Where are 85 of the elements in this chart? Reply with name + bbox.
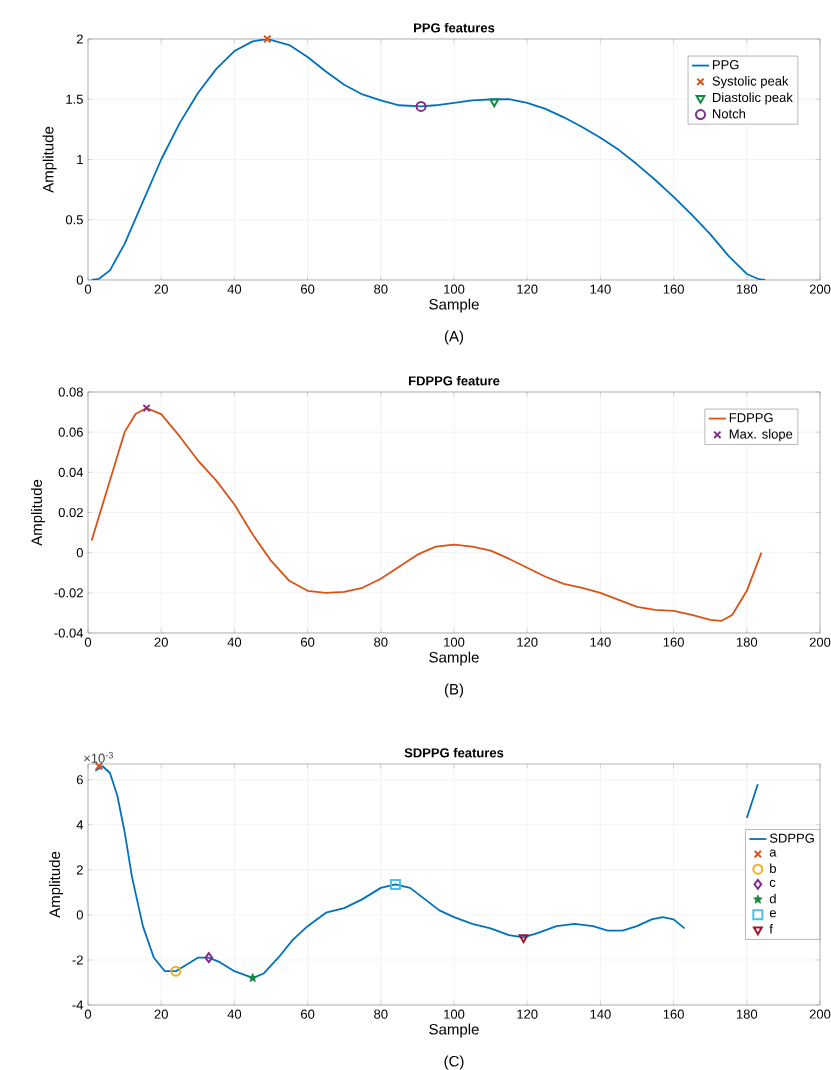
y-tick-label: 0: [76, 275, 83, 285]
x-tick-label: 40: [227, 637, 242, 647]
x-tick-label: 0: [84, 637, 92, 647]
point: [489, 98, 500, 108]
x-tick-label: 120: [517, 637, 538, 647]
x-axis-title: Sample: [429, 1023, 479, 1038]
x-axis-title: Sample: [429, 651, 479, 666]
chart-title: PPG features: [414, 22, 495, 33]
y-tick-label: 0.08: [58, 387, 83, 397]
x-tick-label: 160: [663, 1009, 684, 1019]
y-axis-title: Amplitude: [49, 851, 64, 918]
x-tick-label: 80: [374, 1009, 388, 1019]
y-tick-label: 2: [76, 34, 83, 44]
y-tick-label: -0.04: [54, 628, 84, 638]
legend-label: Systolic peak: [712, 76, 789, 89]
x-tick-label: 20: [154, 637, 168, 647]
x-tick-label: 120: [517, 1009, 538, 1019]
legend-label: e: [769, 910, 776, 918]
x-tick-label: 120: [517, 284, 538, 294]
chart-title: SDPPG features: [404, 747, 504, 758]
y-tick-label: 0: [76, 548, 83, 558]
y-tick-label: 1.5: [66, 94, 83, 104]
point: [248, 973, 258, 983]
x-tick-label: 60: [301, 284, 315, 294]
x-tick-label: 180: [736, 284, 758, 294]
x-tick-label: 200: [809, 637, 831, 647]
chart-title: FDPPG feature: [408, 375, 500, 386]
x-tick-label: 40: [227, 1009, 242, 1019]
x-tick-label: 160: [663, 284, 684, 294]
x-tick-label: 0: [84, 284, 92, 294]
legend-label: b: [770, 863, 776, 874]
x-tick-label: 200: [809, 1009, 831, 1019]
x-tick-label: 80: [374, 284, 388, 294]
text: (B): [444, 683, 464, 698]
legend-label: Notch: [712, 108, 746, 119]
legend-label: d: [769, 893, 776, 904]
y-tick-label: -0.02: [54, 588, 83, 598]
y-tick-label: 0: [76, 910, 83, 920]
legend-label: PPG: [712, 60, 739, 70]
x-tick-label: 20: [154, 284, 168, 294]
x-tick-label: 100: [444, 637, 465, 647]
x-tick-label: 40: [227, 284, 242, 294]
y-tick-label: 6: [76, 775, 83, 785]
point: [204, 952, 214, 964]
point: [518, 934, 529, 943]
y-axis-title: Amplitude: [42, 126, 57, 193]
y-tick-label: 1: [77, 155, 83, 164]
legend-label: f: [769, 924, 773, 934]
point: [415, 100, 427, 112]
x-tick-label: 180: [736, 637, 758, 647]
point: [170, 965, 182, 977]
x-tick-label: 140: [590, 284, 611, 294]
text: ×10$^{-3}$: [84, 751, 113, 763]
y-tick-label: 0.04: [58, 467, 84, 477]
point: [389, 878, 401, 890]
text: (C): [444, 1055, 464, 1070]
y-tick-label: 0.06: [58, 427, 83, 437]
x-tick-label: 0: [84, 1009, 92, 1019]
text: (A): [444, 330, 464, 345]
y-tick-label: 0.5: [65, 215, 83, 225]
x-tick-label: 140: [590, 637, 611, 647]
legend-label: c: [769, 879, 776, 887]
x-tick-label: 180: [736, 1009, 758, 1019]
legend-label: Diastolic peak: [712, 92, 793, 105]
x-tick-label: 140: [590, 1009, 611, 1019]
y-tick-label: -4: [72, 1000, 84, 1010]
y-axis-title: Amplitude: [30, 479, 45, 546]
x-tick-label: 60: [301, 637, 315, 647]
x-tick-label: 160: [663, 637, 684, 647]
x-tick-label: 100: [444, 1009, 465, 1019]
x-tick-label: 200: [809, 284, 831, 294]
legend-label: a: [769, 849, 777, 857]
legend-label: FDPPG: [729, 413, 773, 423]
y-tick-label: 4: [76, 820, 84, 830]
x-tick-label: 20: [154, 1009, 168, 1019]
x-tick-label: 80: [374, 637, 388, 647]
legend-label: SDPPG: [769, 833, 814, 843]
x-tick-label: 60: [301, 1009, 315, 1019]
y-tick-label: -2: [72, 955, 83, 965]
x-tick-label: 100: [444, 284, 465, 294]
y-tick-label: 0.02: [58, 507, 83, 518]
legend-label: Max. slope: [729, 429, 793, 442]
x-axis-title: Sample: [429, 298, 479, 313]
point: [263, 34, 272, 44]
y-tick-label: 2: [76, 865, 83, 875]
